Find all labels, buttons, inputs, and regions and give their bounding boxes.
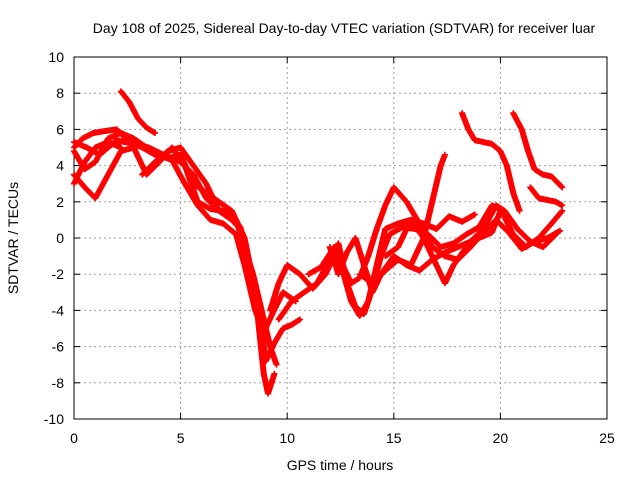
data-point bbox=[497, 207, 504, 214]
y-tick-label: -2 bbox=[52, 266, 65, 282]
data-point bbox=[273, 361, 280, 368]
data-point bbox=[296, 316, 303, 323]
series-7 bbox=[267, 211, 478, 319]
series-15 bbox=[527, 184, 566, 209]
x-tick-label: 15 bbox=[386, 430, 402, 446]
y-tick-label: 4 bbox=[56, 158, 64, 174]
series-0 bbox=[117, 88, 159, 137]
data-point bbox=[117, 144, 124, 151]
y-tick-labels: -10 -8 -6 -4 -2 0 2 4 6 8 10 bbox=[44, 49, 64, 427]
x-tick-label: 10 bbox=[279, 430, 295, 446]
series-5 bbox=[71, 139, 124, 187]
data-point bbox=[271, 370, 278, 377]
data-point bbox=[552, 231, 559, 238]
series-12 bbox=[382, 207, 504, 287]
x-tick-label: 25 bbox=[599, 430, 615, 446]
data-point bbox=[471, 211, 478, 218]
data-point bbox=[237, 225, 244, 232]
data-point bbox=[152, 130, 159, 137]
y-axis-title: SDTVAR / TECUs bbox=[5, 182, 21, 294]
data-marks bbox=[71, 88, 566, 397]
axis-ticks bbox=[73, 56, 608, 420]
series-13 bbox=[459, 110, 523, 214]
data-point bbox=[516, 207, 523, 214]
y-tick-label: 0 bbox=[56, 230, 64, 246]
y-tick-label: -10 bbox=[44, 411, 64, 427]
y-tick-label: -6 bbox=[52, 339, 65, 355]
x-tick-label: 0 bbox=[70, 430, 78, 446]
series-10 bbox=[326, 202, 559, 296]
y-tick-label: -8 bbox=[52, 375, 65, 391]
x-tick-label: 20 bbox=[493, 430, 509, 446]
data-point bbox=[559, 207, 566, 214]
data-point bbox=[441, 151, 448, 158]
y-tick-label: 8 bbox=[56, 85, 64, 101]
data-point bbox=[236, 225, 243, 232]
data-point bbox=[558, 183, 565, 190]
x-axis-title: GPS time / hours bbox=[287, 457, 394, 473]
y-tick-label: 6 bbox=[56, 121, 64, 137]
x-tick-labels: 0 5 10 15 20 25 bbox=[70, 430, 615, 446]
y-tick-label: 2 bbox=[56, 194, 64, 210]
data-point bbox=[559, 202, 566, 209]
series-14 bbox=[510, 110, 566, 191]
series-6 bbox=[139, 144, 244, 232]
data-point bbox=[551, 232, 558, 239]
chart-title: Day 108 of 2025, Sidereal Day-to-day VTE… bbox=[93, 20, 596, 36]
x-tick-label: 5 bbox=[177, 430, 185, 446]
y-tick-label: 10 bbox=[48, 49, 64, 65]
series-11 bbox=[356, 151, 448, 287]
data-point bbox=[559, 184, 566, 191]
y-tick-label: -4 bbox=[52, 302, 65, 318]
data-point bbox=[557, 227, 564, 234]
